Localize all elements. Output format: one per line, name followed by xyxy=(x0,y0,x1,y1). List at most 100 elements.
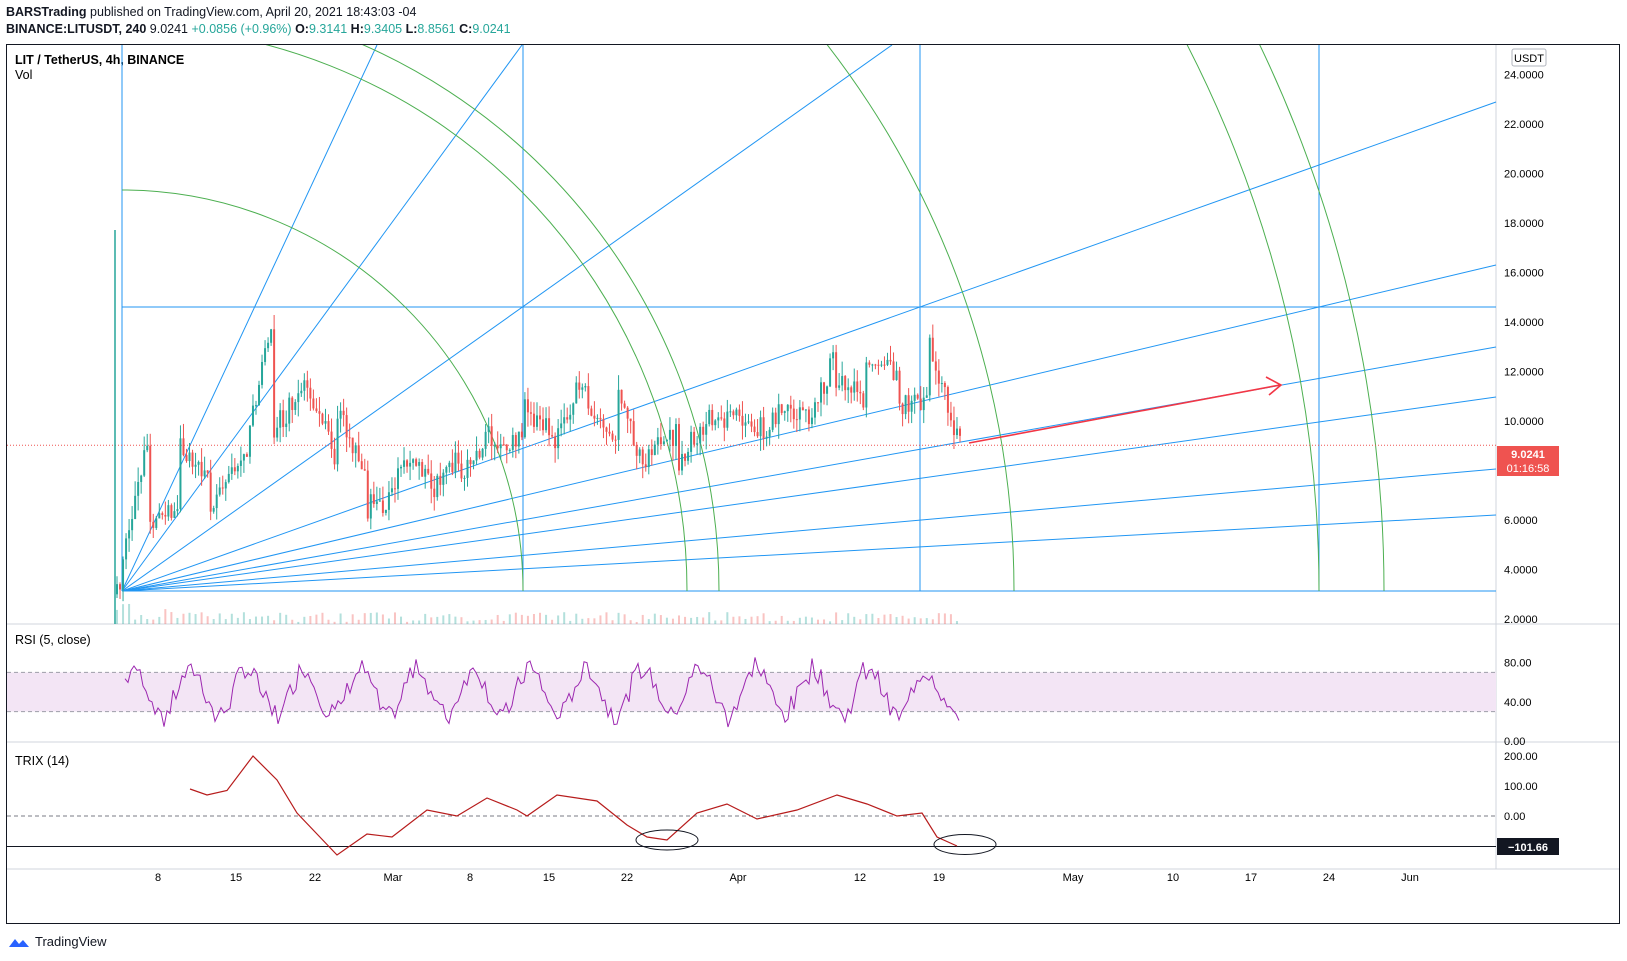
candle-body xyxy=(197,461,200,465)
candle-body xyxy=(445,467,448,473)
symbol-text: BINANCE:LITUSDT, 240 xyxy=(6,22,147,36)
candle-body xyxy=(315,408,318,412)
volume-bar xyxy=(575,613,578,624)
volume-bar xyxy=(478,620,481,624)
candle-body xyxy=(397,468,399,489)
volume-bar xyxy=(647,619,650,624)
candle-body xyxy=(487,426,490,432)
currency-badge[interactable] xyxy=(1511,48,1547,67)
candle-body xyxy=(816,402,819,404)
price-tick-label: 10.0000 xyxy=(1504,416,1544,428)
candle-body xyxy=(215,494,218,509)
volume-bar xyxy=(829,621,832,624)
candle-body xyxy=(321,413,324,424)
candle-body xyxy=(152,521,155,528)
volume-bar xyxy=(339,613,342,624)
candle-body xyxy=(182,438,185,456)
time-tick-label: 8 xyxy=(467,872,473,884)
candle-body xyxy=(191,452,194,467)
candle-body xyxy=(245,454,248,457)
candle-body xyxy=(291,397,294,410)
candle-body xyxy=(551,435,554,437)
candle-body xyxy=(176,509,179,512)
volume-bar xyxy=(774,620,777,624)
candle-body xyxy=(149,445,152,522)
candle-body xyxy=(185,455,188,462)
volume-bar xyxy=(188,612,191,624)
volume-bar xyxy=(315,614,318,624)
candle-body xyxy=(119,584,122,590)
candle-body xyxy=(542,419,545,431)
candle-body xyxy=(363,469,366,471)
rsi-band xyxy=(7,672,1496,712)
candle-body xyxy=(406,460,409,467)
volume-bar xyxy=(835,612,838,624)
time-tick-label: 10 xyxy=(1167,872,1179,884)
candle-body xyxy=(726,411,729,428)
volume-bar xyxy=(659,615,662,624)
volume-bar xyxy=(375,612,378,624)
tradingview-logo-icon xyxy=(9,938,29,947)
volume-bar xyxy=(611,620,614,624)
volume-bar xyxy=(418,620,421,624)
volume-bar xyxy=(412,620,415,624)
candle-body xyxy=(638,449,641,456)
candle-body xyxy=(874,364,877,366)
price-tick-label: 20.0000 xyxy=(1504,169,1544,181)
candle-body xyxy=(907,395,910,412)
volume-bar xyxy=(454,616,457,624)
candle-body xyxy=(393,488,396,490)
gann-arc xyxy=(1162,0,1320,592)
candle-body xyxy=(288,397,291,424)
candle-body xyxy=(430,473,433,489)
candle-body xyxy=(886,359,889,365)
volume-bar xyxy=(194,614,197,624)
candle-body xyxy=(345,415,348,438)
candle-body xyxy=(566,417,569,420)
price-tick-label: 2.0000 xyxy=(1504,614,1538,626)
candle-body xyxy=(913,394,916,401)
candle-body xyxy=(813,402,816,418)
candle-body xyxy=(810,417,813,425)
gann-drawing xyxy=(7,0,1497,592)
candle-body xyxy=(270,329,273,343)
candle-body xyxy=(436,475,439,498)
candle-body xyxy=(264,348,267,362)
time-tick-label: 17 xyxy=(1245,872,1257,884)
candle-body xyxy=(792,408,795,420)
volume-bar xyxy=(545,614,548,624)
candle-body xyxy=(780,404,783,413)
volume-bar xyxy=(732,616,735,624)
candle-body xyxy=(557,428,560,449)
candle-body xyxy=(484,431,487,449)
chart-frame: LIT / TetherUS, 4h, BINANCE Vol RSI (5, … xyxy=(6,0,1620,924)
footer-brand[interactable]: TradingView xyxy=(35,934,107,949)
candle-body xyxy=(955,428,958,436)
rsi-tick-label: 0.00 xyxy=(1504,736,1525,748)
volume-bar xyxy=(853,616,856,624)
candle-body xyxy=(644,464,647,468)
candle-body xyxy=(928,337,931,396)
candle-body xyxy=(276,427,279,438)
open-value: 9.3141 xyxy=(308,22,348,36)
candle-body xyxy=(943,383,946,388)
candle-body xyxy=(230,467,233,474)
volume-bar xyxy=(206,616,209,624)
volume-bar xyxy=(810,617,813,624)
candle-body xyxy=(919,398,922,411)
rsi-label: RSI (5, close) xyxy=(15,633,91,647)
candle-body xyxy=(418,462,421,466)
chart-svg[interactable]: LIT / TetherUS, 4h, BINANCE Vol RSI (5, … xyxy=(7,0,1619,923)
volume-bar xyxy=(871,613,874,624)
candle-body xyxy=(871,364,874,366)
volume-bar xyxy=(925,618,928,624)
publisher-name[interactable]: BARSTrading xyxy=(6,5,87,19)
candle-body xyxy=(511,435,514,450)
candle-body xyxy=(439,475,442,485)
candle-body xyxy=(502,444,505,446)
candle-body xyxy=(258,384,261,406)
candle-body xyxy=(650,449,653,456)
candle-body xyxy=(563,417,566,424)
candle-body xyxy=(348,437,351,439)
candle-body xyxy=(820,382,823,403)
